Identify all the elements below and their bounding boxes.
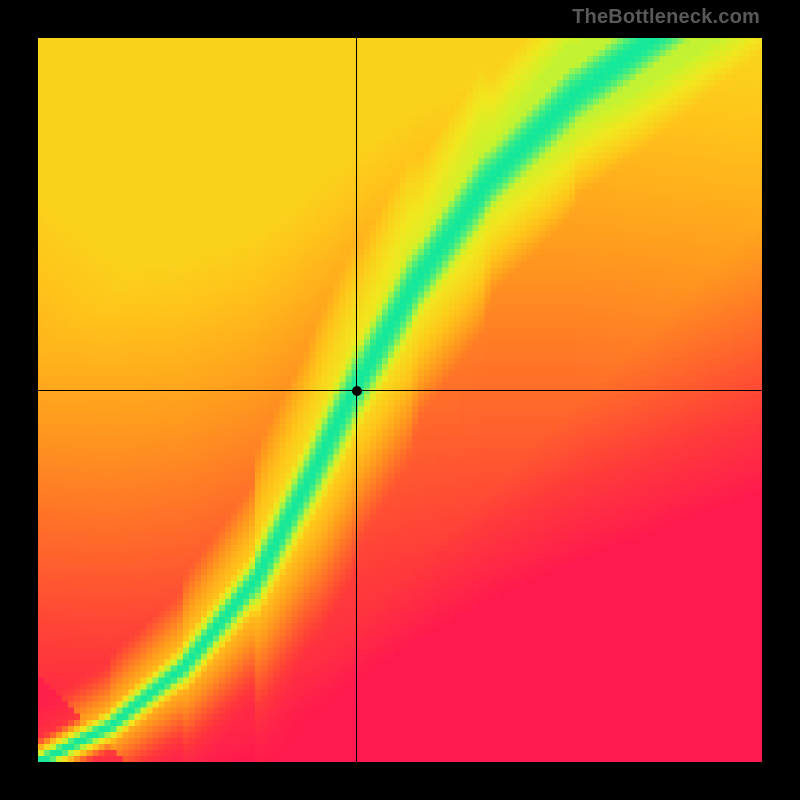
watermark-text: TheBottleneck.com — [572, 6, 760, 29]
chart-container: { "watermark": { "text": "TheBottleneck.… — [0, 0, 800, 800]
bottleneck-heatmap — [38, 38, 762, 762]
